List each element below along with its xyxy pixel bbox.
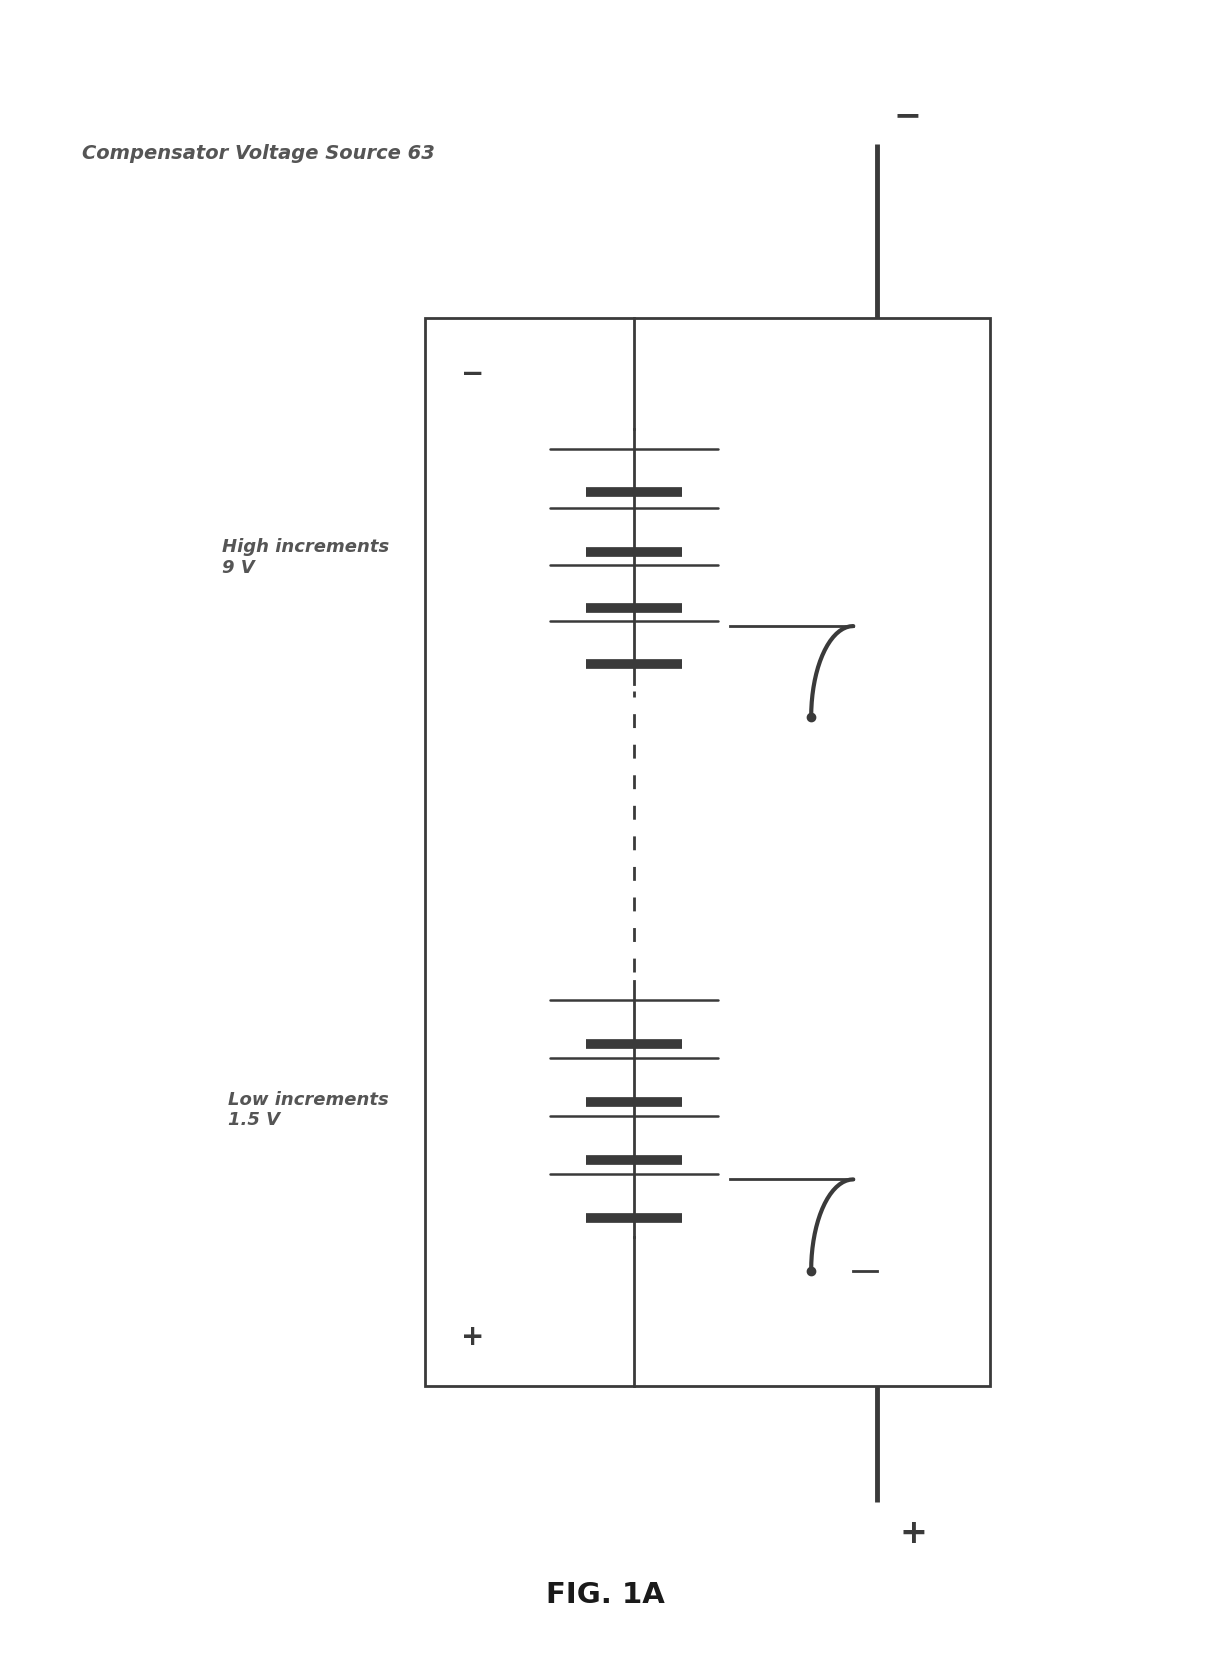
Text: High increments
9 V: High increments 9 V <box>222 537 389 576</box>
Text: +: + <box>461 1323 484 1350</box>
Text: FIG. 1A: FIG. 1A <box>546 1579 665 1607</box>
Text: Low increments
1.5 V: Low increments 1.5 V <box>228 1090 389 1128</box>
Text: −: − <box>894 98 922 131</box>
Text: Compensator Voltage Source 63: Compensator Voltage Source 63 <box>82 143 435 163</box>
Text: −: − <box>461 359 484 388</box>
Text: +: + <box>900 1516 928 1549</box>
